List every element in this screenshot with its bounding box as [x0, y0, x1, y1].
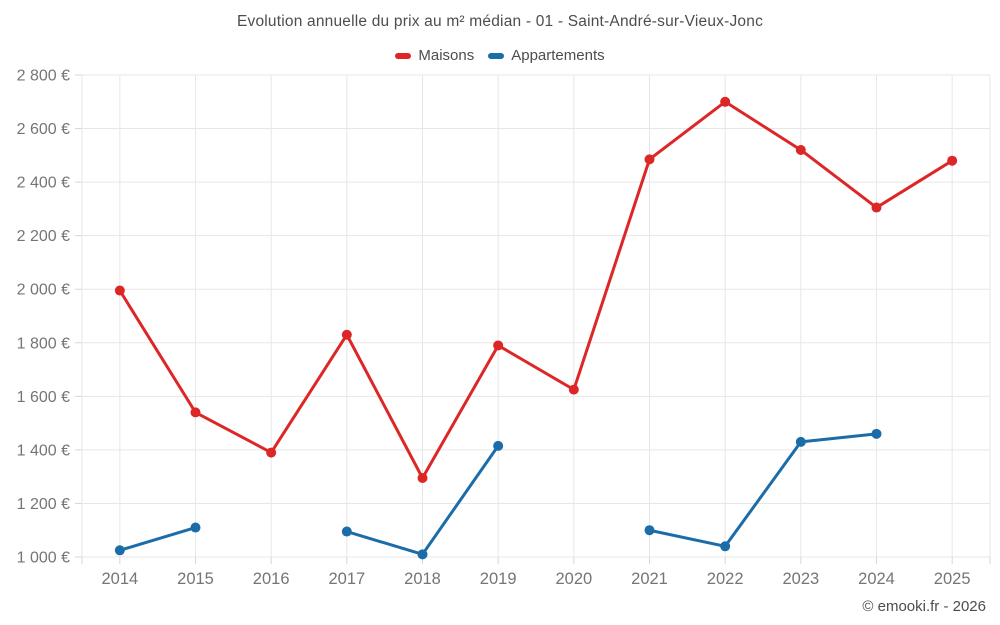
x-tick-label-2015: 2015 [177, 570, 214, 588]
point-appartements-2022[interactable] [720, 541, 731, 552]
point-appartements-2014[interactable] [114, 545, 125, 556]
x-tick-label-2018: 2018 [404, 570, 441, 588]
y-tick-label-2200: 2 200 € [17, 228, 70, 245]
x-tick-label-2021: 2021 [631, 570, 668, 588]
chart-title: Evolution annuelle du prix au m² médian … [236, 13, 764, 30]
legend-label-maisons: Maisons [418, 47, 475, 64]
line-appartements [118, 526, 197, 552]
point-maisons-2018[interactable] [417, 473, 428, 484]
line-appartements [648, 432, 878, 548]
x-tick-label-2024: 2024 [858, 570, 895, 588]
x-tick-label-2014: 2014 [101, 570, 138, 588]
y-tick-label-2400: 2 400 € [17, 175, 70, 192]
point-maisons-2022[interactable] [720, 96, 731, 107]
x-tick-label-2022: 2022 [707, 570, 744, 588]
point-maisons-2019[interactable] [493, 340, 504, 351]
footer-credit: © emooki.fr - 2026 [862, 598, 986, 615]
point-appartements-2021[interactable] [644, 525, 655, 536]
y-tick-label-1000: 1 000 € [17, 550, 70, 567]
y-tick-label-1600: 1 600 € [17, 389, 70, 406]
legend-item-maisons[interactable]: Maisons [395, 47, 474, 64]
point-appartements-2019[interactable] [493, 440, 504, 451]
point-maisons-2016[interactable] [266, 447, 277, 458]
x-tick-label-2025: 2025 [934, 570, 971, 588]
point-maisons-2015[interactable] [190, 407, 201, 418]
point-appartements-2018[interactable] [417, 549, 428, 560]
point-maisons-2023[interactable] [795, 144, 806, 155]
legend-label-appartements: Appartements [511, 47, 605, 64]
point-maisons-2020[interactable] [568, 384, 579, 395]
x-tick-label-2016: 2016 [253, 570, 290, 588]
x-tick-label-2019: 2019 [480, 570, 517, 588]
line-maisons [118, 100, 954, 480]
point-maisons-2021[interactable] [644, 154, 655, 165]
y-tick-label-2600: 2 600 € [17, 121, 70, 138]
point-appartements-2023[interactable] [795, 436, 806, 447]
point-maisons-2024[interactable] [871, 202, 882, 213]
y-tick-label-2800: 2 800 € [17, 68, 70, 85]
legend-item-appartements[interactable]: Appartements [488, 47, 605, 64]
x-tick-label-2023: 2023 [782, 570, 819, 588]
x-tick-label-2017: 2017 [328, 570, 365, 588]
point-appartements-2015[interactable] [190, 522, 201, 533]
point-maisons-2014[interactable] [114, 285, 125, 296]
legend-swatch-maisons-icon [395, 52, 412, 59]
point-appartements-2024[interactable] [871, 428, 882, 439]
legend-swatch-appartements-icon [488, 52, 505, 59]
y-tick-label-1400: 1 400 € [17, 442, 70, 459]
point-maisons-2025[interactable] [947, 155, 958, 166]
point-appartements-2017[interactable] [341, 526, 352, 537]
y-tick-label-1800: 1 800 € [17, 335, 70, 352]
point-maisons-2017[interactable] [341, 329, 352, 340]
y-tick-label-2000: 2 000 € [17, 282, 70, 299]
x-tick-label-2020: 2020 [555, 570, 592, 588]
y-tick-label-1200: 1 200 € [17, 496, 70, 513]
legend: Maisons Appartements [0, 47, 1000, 64]
